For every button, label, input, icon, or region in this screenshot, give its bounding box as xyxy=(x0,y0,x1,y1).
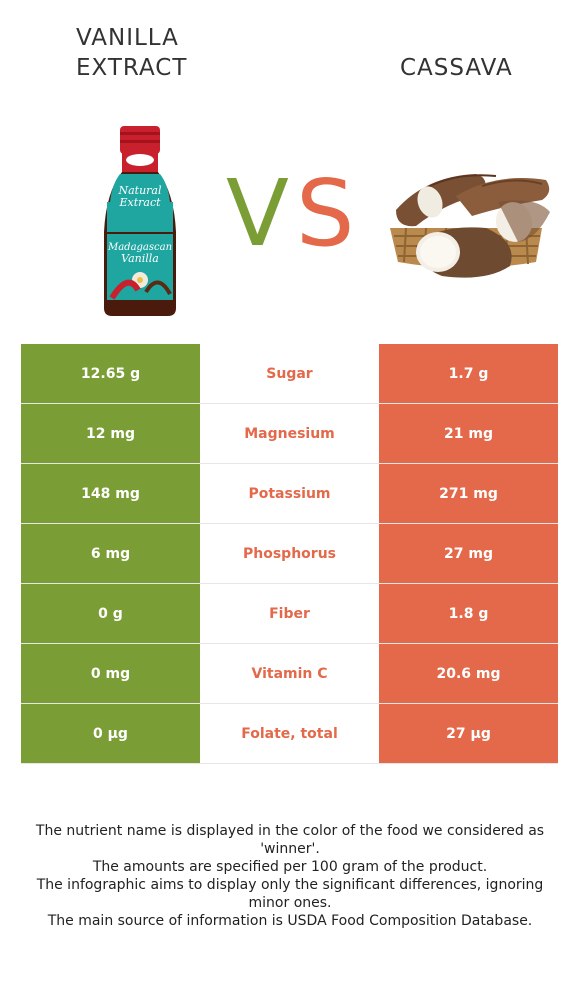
vs-letter-s: S xyxy=(296,160,355,267)
nutrient-name-cell: Magnesium xyxy=(200,403,379,464)
left-food-title: Vanilla extract xyxy=(76,25,188,81)
left-value-cell: 6 mg xyxy=(21,523,200,584)
left-value-cell: 148 mg xyxy=(21,463,200,524)
svg-text:Natural: Natural xyxy=(117,184,162,197)
table-row: 6 mg Phosphorus 27 mg xyxy=(21,523,558,584)
right-food-title: Cassava xyxy=(400,55,513,81)
left-value-cell: 12 mg xyxy=(21,403,200,464)
left-value-cell: 0 µg xyxy=(21,703,200,764)
footer-line: The nutrient name is displayed in the co… xyxy=(35,823,545,857)
nutrient-name-cell: Vitamin C xyxy=(200,643,379,704)
right-value-cell: 271 mg xyxy=(379,463,558,524)
nutrient-name-cell: Potassium xyxy=(200,463,379,524)
svg-text:Extract: Extract xyxy=(118,196,161,209)
right-value-cell: 1.8 g xyxy=(379,583,558,644)
svg-text:Vanilla: Vanilla xyxy=(121,252,159,265)
nutrient-name-cell: Fiber xyxy=(200,583,379,644)
table-row: 0 g Fiber 1.8 g xyxy=(21,583,558,644)
table-row: 148 mg Potassium 271 mg xyxy=(21,463,558,524)
right-value-cell: 1.7 g xyxy=(379,344,558,404)
table-row: 0 mg Vitamin C 20.6 mg xyxy=(21,643,558,704)
footer-line: The infographic aims to display only the… xyxy=(36,877,544,911)
nutrient-name-cell: Folate, total xyxy=(200,703,379,764)
svg-text:Madagascan: Madagascan xyxy=(107,242,172,253)
table-row: 12.65 g Sugar 1.7 g xyxy=(21,344,558,404)
right-value-cell: 27 mg xyxy=(379,523,558,584)
left-value-cell: 0 g xyxy=(21,583,200,644)
right-value-cell: 20.6 mg xyxy=(379,643,558,704)
right-value-cell: 21 mg xyxy=(379,403,558,464)
vs-letter-v: V xyxy=(226,160,289,267)
table-row: 12 mg Magnesium 21 mg xyxy=(21,403,558,464)
vanilla-extract-bottle-icon: Natural Extract Madagascan Vanilla xyxy=(104,126,176,316)
right-value-cell: 27 µg xyxy=(379,703,558,764)
footer-line: The amounts are specified per 100 gram o… xyxy=(92,859,488,875)
comparison-table: 12.65 g Sugar 1.7 g 12 mg Magnesium 21 mg 148 … xyxy=(21,344,558,764)
footer-notes: The nutrient name is displayed in the co… xyxy=(20,822,560,930)
footer-line: The main source of information is USDA F… xyxy=(47,913,533,929)
table-row: 0 µg Folate, total 27 µg xyxy=(21,703,558,764)
cassava-roots-icon xyxy=(390,174,550,278)
nutrient-name-cell: Sugar xyxy=(200,344,379,404)
nutrient-name-cell: Phosphorus xyxy=(200,523,379,584)
left-value-cell: 12.65 g xyxy=(21,344,200,404)
left-value-cell: 0 mg xyxy=(21,643,200,704)
